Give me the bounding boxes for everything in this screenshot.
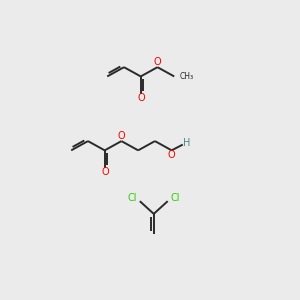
Text: O: O [154,57,161,67]
Text: H: H [183,138,191,148]
Text: Cl: Cl [170,193,180,203]
Text: Cl: Cl [128,193,137,203]
Text: O: O [168,150,176,160]
Text: CH₃: CH₃ [179,72,194,81]
Text: O: O [101,167,109,177]
Text: O: O [137,93,145,103]
Text: O: O [118,131,125,141]
